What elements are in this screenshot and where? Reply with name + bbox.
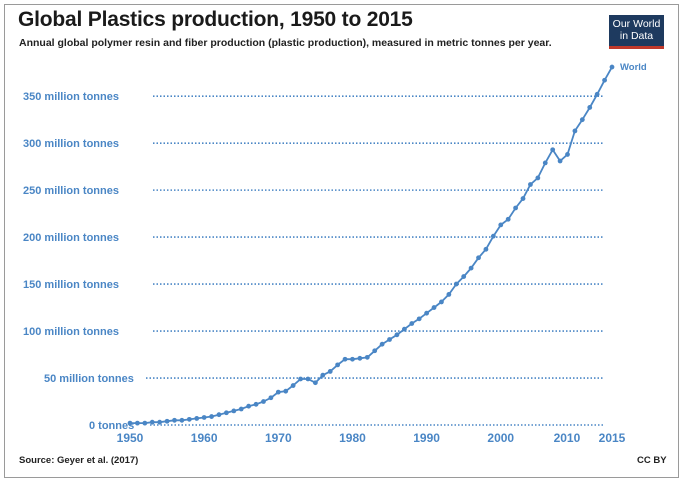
data-point-1968[interactable]: [261, 399, 266, 404]
data-point-1988[interactable]: [409, 321, 415, 326]
data-point-1967[interactable]: [253, 401, 259, 407]
data-point-1984[interactable]: [379, 341, 385, 347]
data-point-1980[interactable]: [350, 356, 355, 362]
chart-frame: [4, 4, 679, 478]
data-point-1956[interactable]: [172, 417, 177, 423]
data-point-2015[interactable]: [609, 64, 615, 70]
x-tick-label-2000: 2000: [487, 431, 514, 445]
data-point-1979[interactable]: [342, 356, 348, 362]
data-point-2006[interactable]: [542, 160, 548, 166]
data-point-2008[interactable]: [557, 158, 563, 164]
data-point-2012[interactable]: [587, 105, 593, 110]
data-point-1997[interactable]: [476, 255, 481, 261]
license-label[interactable]: CC BY: [637, 455, 667, 466]
series-world: World: [127, 62, 647, 426]
data-point-1999[interactable]: [490, 233, 496, 239]
data-point-1974[interactable]: [305, 376, 311, 382]
data-point-1964[interactable]: [231, 408, 237, 414]
data-point-2010[interactable]: [572, 128, 578, 134]
y-tick-label-300: 300 million tonnes: [23, 138, 119, 150]
data-point-1993[interactable]: [446, 292, 452, 297]
data-point-1970[interactable]: [275, 389, 281, 395]
data-point-1960[interactable]: [201, 415, 207, 420]
data-point-2011[interactable]: [579, 117, 585, 123]
x-axis-labels: 1950 1960 1970 1980 1990 2000 2010 2015: [117, 431, 626, 445]
x-tick-label-1970: 1970: [265, 431, 292, 445]
x-tick-label-1950: 1950: [117, 431, 144, 445]
data-point-1992[interactable]: [439, 299, 444, 305]
data-point-1952[interactable]: [142, 420, 148, 426]
chart-subtitle: Annual global polymer resin and fiber pr…: [19, 37, 552, 49]
data-point-1953[interactable]: [149, 419, 155, 425]
data-point-1972[interactable]: [290, 383, 296, 388]
data-point-2000[interactable]: [498, 222, 504, 228]
y-tick-label-100: 100 million tonnes: [23, 326, 119, 338]
data-point-2013[interactable]: [594, 91, 600, 97]
data-point-1961[interactable]: [209, 414, 214, 419]
data-point-1966[interactable]: [246, 403, 252, 409]
data-point-1955[interactable]: [164, 418, 170, 424]
data-point-1983[interactable]: [372, 348, 378, 354]
data-point-2003[interactable]: [520, 196, 526, 201]
data-point-1982[interactable]: [364, 354, 370, 360]
data-point-2002[interactable]: [513, 205, 518, 211]
x-tick-label-1960: 1960: [191, 431, 218, 445]
y-tick-label-0: 0 tonnes: [89, 420, 134, 432]
y-tick-label-50: 50 million tonnes: [44, 373, 134, 385]
data-point-1977[interactable]: [327, 369, 333, 374]
data-point-1978[interactable]: [335, 362, 341, 368]
data-point-1975[interactable]: [312, 380, 318, 386]
data-point-1958[interactable]: [186, 416, 192, 422]
data-point-1987[interactable]: [401, 326, 407, 332]
data-point-1995[interactable]: [461, 274, 467, 279]
data-point-1998[interactable]: [483, 246, 489, 252]
data-point-1985[interactable]: [387, 337, 392, 342]
data-point-1959[interactable]: [194, 416, 200, 421]
y-axis-labels: 0 tonnes 50 million tonnes 100 million ton…: [23, 91, 134, 432]
data-point-1971[interactable]: [283, 388, 289, 394]
data-point-2005[interactable]: [535, 175, 541, 181]
data-point-2004[interactable]: [528, 182, 533, 187]
series-line: [130, 66, 613, 425]
logo-line-1: Our World: [612, 18, 661, 30]
data-point-1996[interactable]: [468, 265, 474, 271]
data-point-2009[interactable]: [565, 152, 570, 157]
x-tick-label-1980: 1980: [339, 431, 366, 445]
data-point-1965[interactable]: [238, 406, 244, 412]
data-point-1986[interactable]: [394, 332, 400, 338]
data-point-1969[interactable]: [268, 395, 274, 401]
data-point-1990[interactable]: [424, 310, 430, 316]
data-point-1962[interactable]: [216, 412, 222, 418]
data-point-1991[interactable]: [431, 305, 437, 310]
data-point-1973[interactable]: [298, 376, 303, 382]
data-point-1954[interactable]: [157, 419, 163, 425]
data-point-1950[interactable]: [127, 420, 133, 426]
gridlines: [146, 95, 604, 426]
y-tick-label-250: 250 million tonnes: [23, 185, 119, 197]
y-tick-label-200: 200 million tonnes: [23, 232, 119, 244]
data-point-1957[interactable]: [179, 417, 185, 423]
logo-line-2: in Data: [619, 30, 654, 42]
series-label: World: [620, 62, 647, 73]
y-tick-label-150: 150 million tonnes: [23, 279, 119, 291]
data-point-2007[interactable]: [550, 147, 556, 153]
source-note: Source: Geyer et al. (2017): [19, 455, 139, 466]
data-point-1994[interactable]: [453, 281, 459, 287]
x-tick-label-2015: 2015: [599, 431, 626, 445]
data-point-1976[interactable]: [320, 372, 326, 378]
x-tick-label-1990: 1990: [413, 431, 440, 445]
owid-logo[interactable]: Our World in Data: [609, 15, 664, 49]
x-tick-label-2010: 2010: [554, 431, 581, 445]
data-point-2001[interactable]: [505, 216, 511, 222]
data-point-1963[interactable]: [224, 410, 229, 416]
data-point-2014[interactable]: [602, 77, 607, 83]
chart-title: Global Plastics production, 1950 to 2015: [18, 8, 413, 31]
data-point-1951[interactable]: [135, 420, 140, 426]
y-tick-label-350: 350 million tonnes: [23, 91, 119, 103]
data-point-1989[interactable]: [416, 316, 422, 322]
data-point-1981[interactable]: [357, 355, 363, 361]
